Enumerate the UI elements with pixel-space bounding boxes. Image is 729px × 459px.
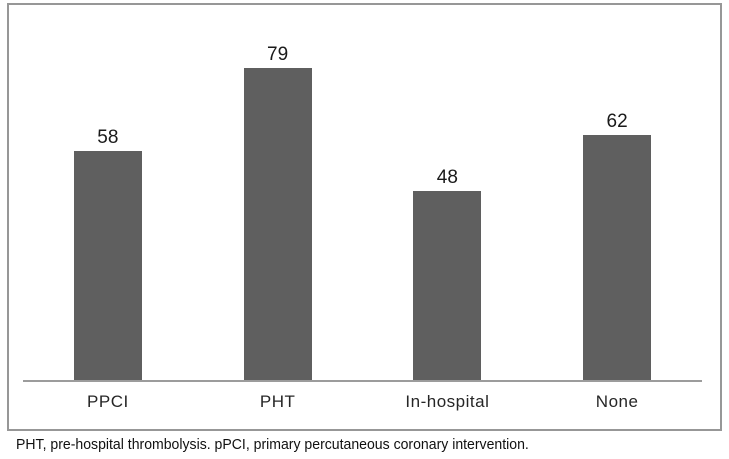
- figure-caption: PHT, pre-hospital thrombolysis. pPCI, pr…: [16, 437, 529, 453]
- x-tick-label-ppci: PPCI: [87, 392, 129, 411]
- bar-ppci: [73, 151, 142, 380]
- bar-pht: [243, 68, 312, 380]
- x-axis-labels: PPCI PHT In-hospital None: [23, 391, 702, 413]
- data-label-in-hospital: 48: [436, 167, 458, 188]
- data-label-none: 62: [606, 111, 628, 132]
- x-axis-line: [23, 380, 702, 382]
- chart-plot-frame: 58 79 48 62 PPCI PHT In-hospital None: [7, 3, 722, 431]
- bar-none: [583, 135, 652, 380]
- bar-group-none: 62: [532, 5, 702, 380]
- x-tick-label-pht: PHT: [259, 392, 296, 411]
- data-label-pht: 79: [267, 44, 289, 65]
- bar-group-ppci: 58: [23, 5, 193, 380]
- bar-in-hospital: [413, 191, 482, 380]
- x-tick-label-none: None: [595, 392, 639, 411]
- bar-group-in-hospital: 48: [363, 5, 533, 380]
- x-tick-label-in-hospital: In-hospital: [405, 392, 490, 411]
- bar-group-pht: 79: [193, 5, 363, 380]
- plot-area: 58 79 48 62: [23, 5, 702, 380]
- data-label-ppci: 58: [97, 127, 119, 148]
